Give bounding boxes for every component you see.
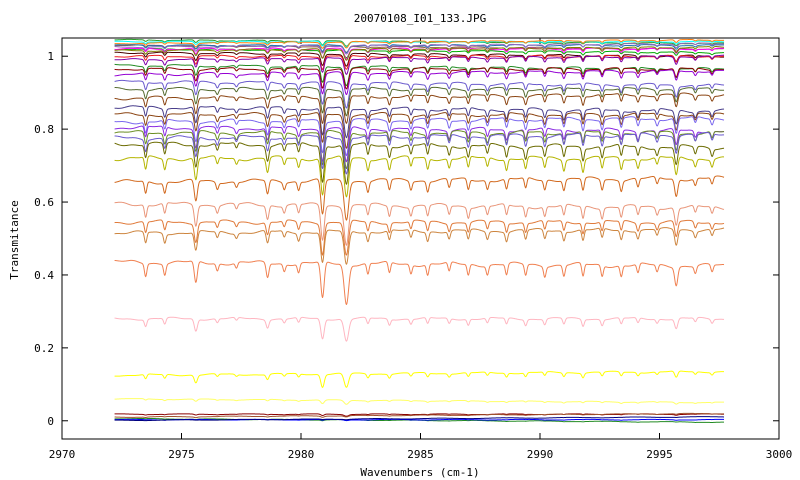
x-tick-label: 2990 <box>527 448 554 461</box>
y-axis-label: Transmitance <box>8 200 21 279</box>
series-line <box>114 42 725 55</box>
x-tick-label: 3000 <box>766 448 793 461</box>
series-line <box>114 413 725 417</box>
series-line <box>114 131 725 175</box>
series-line <box>114 155 725 198</box>
series-line <box>114 259 725 306</box>
series-line <box>114 112 725 149</box>
y-tick-label: 1 <box>47 50 54 63</box>
series-line <box>114 219 725 256</box>
plot-frame <box>61 37 780 440</box>
series-line <box>114 40 725 48</box>
x-axis-label: Wavenumbers (cm-1) <box>360 466 479 479</box>
x-tick-label: 2995 <box>646 448 673 461</box>
series-line <box>114 39 725 49</box>
x-tick-label: 2970 <box>49 448 76 461</box>
y-tick-label: 0.8 <box>34 123 54 136</box>
y-tick-label: 0 <box>47 415 54 428</box>
series-line <box>114 227 725 265</box>
series-layer <box>114 38 725 424</box>
series-line <box>114 54 725 71</box>
series-line <box>114 54 725 75</box>
series-line <box>114 116 725 157</box>
series-line <box>114 201 725 246</box>
y-tick-label: 0.4 <box>34 269 54 282</box>
series-line <box>114 79 725 109</box>
series-line <box>114 86 725 117</box>
series-line <box>114 398 725 405</box>
series-line <box>114 92 725 124</box>
x-tick-label: 2975 <box>168 448 195 461</box>
series-line <box>114 125 725 163</box>
x-tick-label: 2985 <box>407 448 434 461</box>
series-line <box>114 412 725 419</box>
series-line <box>114 51 725 67</box>
series-line <box>114 370 725 388</box>
series-line <box>114 44 725 54</box>
series-line <box>114 316 725 342</box>
x-tick-label: 2980 <box>288 448 315 461</box>
y-axis-ticks: 0 0.2 0.4 0.6 0.8 1 <box>34 50 779 428</box>
series-line <box>114 67 725 90</box>
series-line <box>114 69 725 96</box>
y-tick-label: 0.6 <box>34 196 54 209</box>
chart-title: 20070108_I01_133.JPG <box>354 12 486 25</box>
series-line <box>114 105 725 139</box>
series-line <box>114 46 725 61</box>
series-line <box>114 141 725 185</box>
series-line <box>114 416 725 422</box>
series-line <box>114 175 725 221</box>
y-tick-label: 0.2 <box>34 342 54 355</box>
